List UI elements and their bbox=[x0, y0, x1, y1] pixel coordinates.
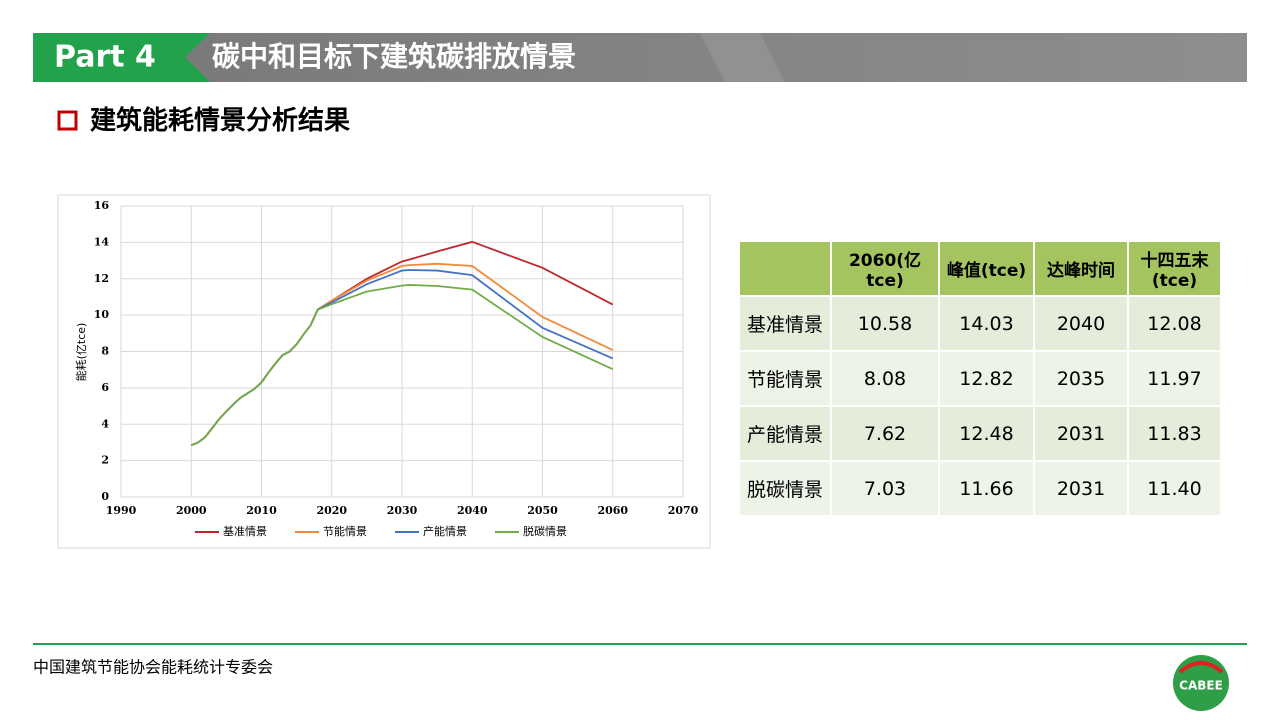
part-label: Part 4 bbox=[54, 40, 156, 75]
y-tick-label: 12 bbox=[94, 272, 109, 285]
bullet bbox=[57, 110, 78, 131]
part-block bbox=[33, 33, 210, 82]
x-tick-label: 2020 bbox=[316, 504, 347, 517]
header-title: 碳中和目标下建筑碳排放情景 bbox=[212, 40, 576, 73]
x-tick-label: 2060 bbox=[597, 504, 628, 517]
value-cell: 2031 bbox=[1033, 460, 1129, 517]
value-cell: 12.08 bbox=[1127, 295, 1222, 352]
value-cell: 2040 bbox=[1033, 295, 1129, 352]
x-tick-label: 1990 bbox=[106, 504, 137, 517]
legend-label: 基准情景 bbox=[223, 525, 267, 538]
value-cell: 12.82 bbox=[938, 350, 1035, 407]
value-cell: 2035 bbox=[1033, 350, 1129, 407]
table-row: 产能情景 7.62 12.48 2031 11.83 bbox=[738, 405, 1222, 462]
header-cell: 达峰时间 bbox=[1033, 240, 1129, 297]
x-tick-label: 2010 bbox=[246, 504, 277, 517]
y-tick-label: 2 bbox=[101, 454, 109, 467]
y-tick-label: 4 bbox=[101, 417, 109, 430]
footer-org: 中国建筑节能协会能耗统计专委会 bbox=[33, 658, 273, 677]
row-label: 节能情景 bbox=[738, 350, 832, 407]
value-cell: 11.83 bbox=[1127, 405, 1222, 462]
header-stripe bbox=[700, 33, 785, 82]
header-cell: 十四五末(tce) bbox=[1127, 240, 1222, 297]
logo-text: CABEE bbox=[1179, 679, 1223, 693]
logo-arc bbox=[1178, 661, 1224, 674]
value-cell: 11.66 bbox=[938, 460, 1035, 517]
value-cell: 7.62 bbox=[830, 405, 940, 462]
legend-label: 产能情景 bbox=[423, 524, 467, 538]
row-label: 脱碳情景 bbox=[738, 460, 832, 517]
table-row: 节能情景 8.08 12.82 2035 11.97 bbox=[738, 350, 1222, 407]
row-label: 基准情景 bbox=[738, 295, 832, 352]
subtitle: 建筑能耗情景分析结果 bbox=[90, 105, 350, 136]
y-tick-label: 10 bbox=[94, 308, 110, 321]
x-tick-label: 2000 bbox=[176, 504, 207, 517]
legend-label: 节能情景 bbox=[323, 524, 367, 538]
x-tick-label: 2070 bbox=[668, 504, 699, 517]
value-cell: 11.40 bbox=[1127, 460, 1222, 517]
x-tick-label: 2050 bbox=[527, 504, 558, 517]
x-tick-label: 2040 bbox=[457, 504, 488, 517]
header-cell: 2060(亿tce) bbox=[830, 240, 940, 297]
value-cell: 14.03 bbox=[938, 295, 1035, 352]
row-label: 产能情景 bbox=[738, 405, 832, 462]
series-line bbox=[190, 284, 614, 447]
value-cell: 7.03 bbox=[830, 460, 940, 517]
y-tick-label: 8 bbox=[101, 345, 109, 358]
table: 2060(亿tce) 峰值(tce) 达峰时间 十四五末(tce) 基准情景 10.58… bbox=[738, 240, 1222, 517]
table-row: 基准情景 10.58 14.03 2040 12.08 bbox=[738, 295, 1222, 352]
table-row: 脱碳情景 7.03 11.66 2031 11.40 bbox=[738, 460, 1222, 517]
value-cell: 12.48 bbox=[938, 405, 1035, 462]
value-cell: 8.08 bbox=[830, 350, 940, 407]
chart-frame bbox=[57, 194, 711, 549]
legend-label: 脱碳情景 bbox=[523, 524, 567, 538]
y-tick-label: 6 bbox=[101, 381, 109, 394]
y-tick-label: 16 bbox=[94, 199, 110, 212]
y-axis-label: 能耗(亿tce) bbox=[74, 323, 88, 382]
y-tick-label: 14 bbox=[94, 235, 110, 248]
value-cell: 2031 bbox=[1033, 405, 1129, 462]
value-cell: 11.97 bbox=[1127, 350, 1222, 407]
value-cell: 10.58 bbox=[830, 295, 940, 352]
corner-cell bbox=[738, 240, 832, 297]
y-tick-label: 0 bbox=[101, 490, 109, 503]
x-tick-label: 2030 bbox=[387, 504, 418, 517]
header-cell: 峰值(tce) bbox=[938, 240, 1035, 297]
